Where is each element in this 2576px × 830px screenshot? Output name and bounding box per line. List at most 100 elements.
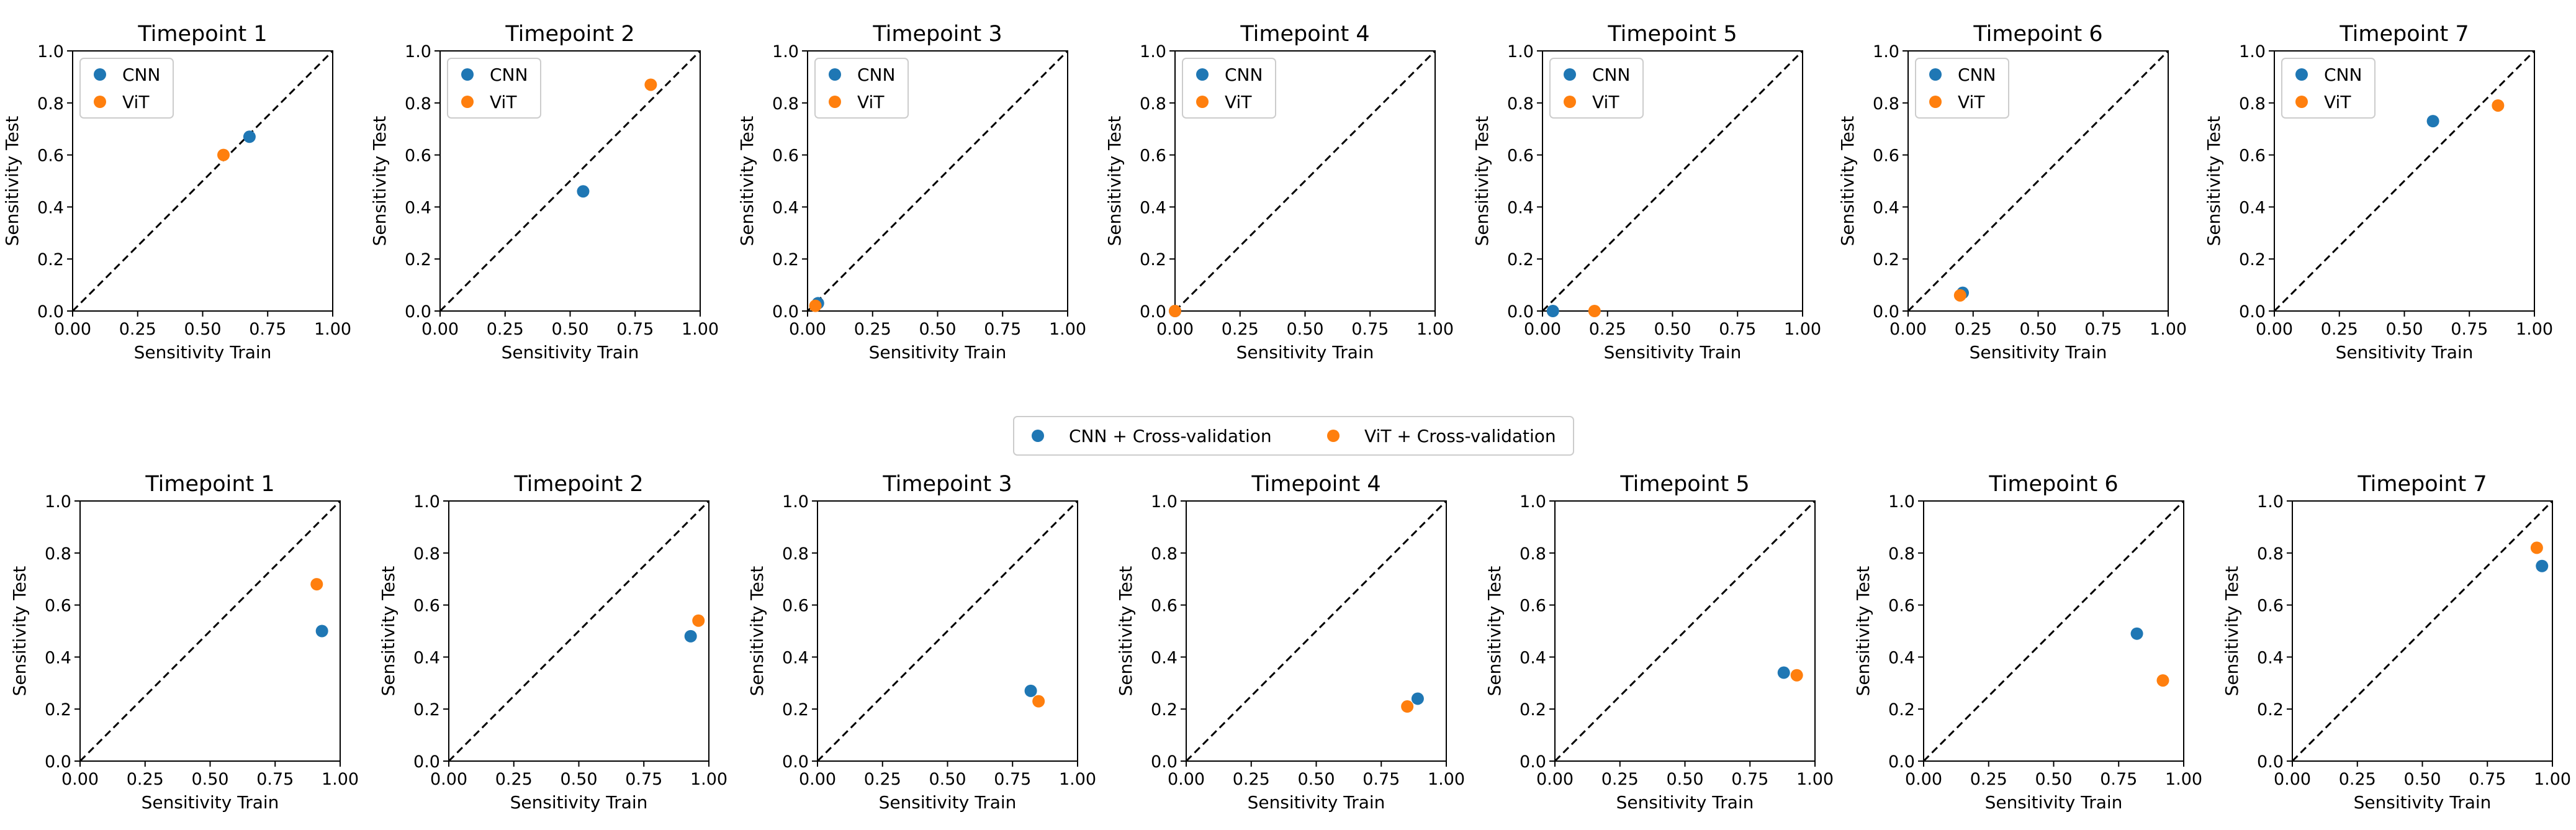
x-tick-label: 0.25: [495, 770, 533, 789]
y-tick-label: 0.2: [1873, 250, 1899, 269]
y-tick-label: 1.0: [772, 42, 799, 61]
x-tick-label: 0.25: [2321, 320, 2358, 339]
legend-label: CNN: [2324, 65, 2362, 85]
x-tick-label: 1.00: [682, 320, 719, 339]
x-tick-label: 0.00: [54, 320, 91, 339]
x-tick-label: 1.00: [1796, 770, 1834, 789]
subplot: 0.00 0.25 0.50 0.75 1.00 0.0 0.2 0.4 0.6 0.8 1.0 Ti…: [1115, 472, 1465, 813]
data-point: [2536, 559, 2549, 572]
legend-label: ViT: [1958, 92, 1985, 112]
y-tick-label: 0.4: [1888, 648, 1915, 667]
x-tick-label: 1.00: [314, 320, 351, 339]
x-tick-label: 0.25: [2339, 770, 2376, 789]
y-tick-label: 0.2: [1520, 700, 1546, 719]
subplot-title: Timepoint 2: [513, 472, 643, 497]
x-tick-label: 0.25: [1233, 770, 1270, 789]
shared-legend: CNN + Cross-validation ViT + Cross-valida…: [1013, 416, 1574, 456]
y-tick-label: 0.8: [1873, 94, 1899, 114]
y-tick-label: 0.0: [782, 752, 809, 772]
data-point: [644, 78, 657, 91]
y-axis-label: Sensitivity Test: [747, 566, 767, 697]
y-tick-label: 1.0: [782, 492, 809, 512]
y-tick-label: 0.4: [1520, 648, 1546, 667]
legend-label: ViT: [2324, 92, 2351, 112]
y-tick-label: 0.0: [772, 302, 799, 322]
y-tick-label: 0.8: [45, 544, 71, 564]
y-tick-label: 0.6: [1140, 147, 1166, 166]
subplot-title: Timepoint 6: [1988, 472, 2118, 497]
legend: CNN ViT: [814, 58, 909, 119]
y-tick-label: 0.2: [45, 700, 71, 719]
y-tick-label: 0.4: [1151, 648, 1178, 667]
y-tick-label: 0.4: [45, 648, 71, 667]
y-tick-label: 0.0: [2257, 752, 2284, 772]
x-tick-label: 0.25: [1970, 770, 2007, 789]
subplot-title: Timepoint 1: [145, 472, 274, 497]
subplot-title: Timepoint 5: [1607, 22, 1737, 47]
y-tick-label: 0.8: [405, 94, 431, 114]
x-axis-label: Sensitivity Train: [869, 342, 1007, 363]
x-tick-label: 0.00: [430, 770, 467, 789]
x-tick-label: 1.00: [1059, 770, 1096, 789]
x-tick-label: 0.00: [2256, 320, 2293, 339]
data-point: [217, 148, 230, 161]
x-axis-label: Sensitivity Train: [1616, 792, 1754, 813]
y-axis-label: Sensitivity Test: [1472, 116, 1492, 246]
legend: CNN ViT: [2281, 58, 2376, 119]
x-tick-label: 0.50: [2035, 770, 2072, 789]
legend-marker: [1929, 68, 1942, 81]
subplot-title: Timepoint 2: [505, 22, 634, 47]
x-axis-label: Sensitivity Train: [142, 792, 279, 813]
y-tick-label: 0.8: [772, 94, 799, 114]
reference-line: [806, 50, 1069, 312]
x-tick-label: 0.75: [616, 320, 654, 339]
x-tick-label: 0.25: [127, 770, 164, 789]
data-point: [1777, 666, 1790, 679]
x-tick-label: 0.25: [854, 320, 891, 339]
y-axis-label: Sensitivity Test: [2, 116, 22, 246]
y-tick-label: 0.4: [1873, 198, 1899, 217]
y-tick-label: 0.6: [772, 147, 799, 166]
legend-marker: [1032, 430, 1044, 442]
x-axis-label: Sensitivity Train: [1970, 342, 2107, 363]
legend-label: CNN: [1592, 65, 1630, 85]
legend-marker: [2295, 68, 2308, 81]
data-point: [2130, 627, 2143, 640]
y-tick-label: 0.8: [1507, 94, 1534, 114]
data-point: [2530, 541, 2543, 554]
y-tick-label: 1.0: [45, 492, 71, 512]
data-point: [809, 299, 822, 312]
x-axis-label: Sensitivity Train: [510, 792, 648, 813]
x-tick-label: 0.75: [2451, 320, 2488, 339]
y-tick-label: 0.6: [37, 147, 64, 166]
reference-line: [816, 500, 1079, 762]
y-axis-label: Sensitivity Test: [1115, 566, 1136, 697]
y-axis-label: Sensitivity Test: [369, 116, 390, 246]
data-point: [1401, 700, 1414, 713]
data-point: [243, 130, 256, 143]
y-tick-label: 0.8: [413, 544, 440, 564]
legend: CNN ViT: [79, 58, 174, 119]
reference-line: [1185, 500, 1448, 762]
x-tick-label: 1.00: [1416, 320, 1454, 339]
data-point: [2426, 115, 2439, 128]
data-point: [1032, 695, 1045, 708]
x-tick-label: 0.75: [984, 320, 1021, 339]
y-tick-label: 0.2: [37, 250, 64, 269]
legend-marker: [1564, 68, 1576, 81]
x-tick-label: 0.50: [2403, 770, 2441, 789]
x-tick-label: 0.50: [2385, 320, 2423, 339]
x-tick-label: 0.50: [560, 770, 597, 789]
legend-label: CNN: [857, 65, 895, 85]
y-tick-label: 1.0: [1507, 42, 1534, 61]
x-tick-label: 0.00: [2274, 770, 2311, 789]
data-point: [315, 625, 328, 638]
x-axis-label: Sensitivity Train: [1985, 792, 2123, 813]
y-tick-label: 1.0: [2257, 492, 2284, 512]
subplot-title: Timepoint 5: [1619, 472, 1749, 497]
y-tick-label: 1.0: [1520, 492, 1546, 512]
x-tick-label: 0.25: [1601, 770, 1639, 789]
legend-label: CNN: [1225, 65, 1263, 85]
x-tick-label: 0.00: [1156, 320, 1194, 339]
y-tick-label: 0.6: [1873, 147, 1899, 166]
